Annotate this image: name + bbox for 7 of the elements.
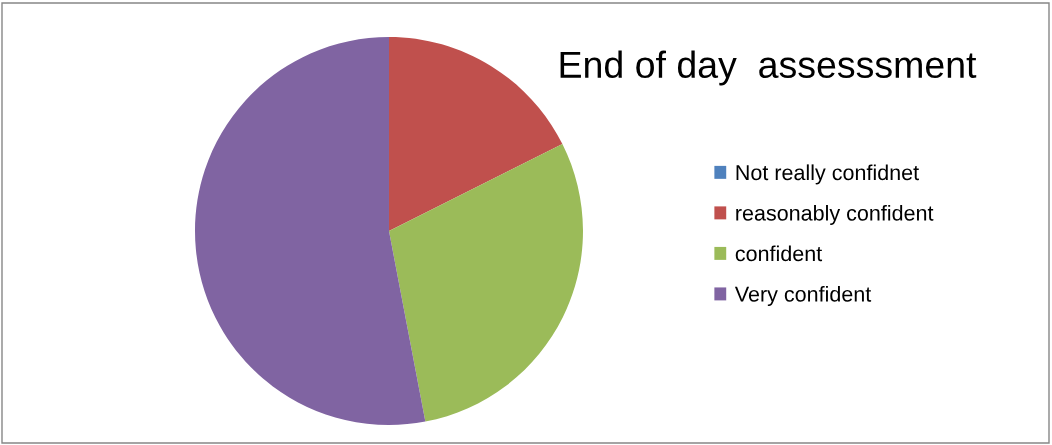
legend-label: reasonably confident (736, 204, 934, 225)
chart-title: End of day assesssment (560, 50, 977, 86)
legend-label: Very confident (734, 285, 872, 306)
legend-label: confident (735, 245, 823, 262)
legend-label: Not really confidnet (736, 164, 919, 185)
pie-slice (195, 37, 426, 425)
pie-slice (389, 144, 583, 422)
